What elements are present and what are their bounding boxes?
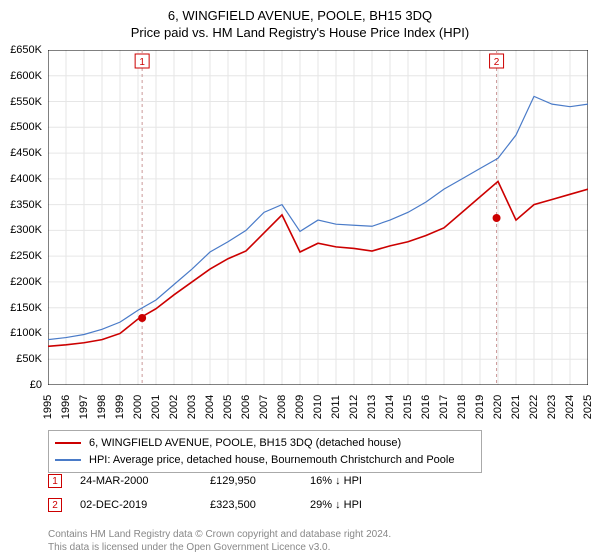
legend-swatch bbox=[55, 442, 81, 444]
x-tick-label: 2009 bbox=[294, 395, 306, 419]
x-tick-label: 1999 bbox=[114, 395, 126, 419]
sale-diff: 16% ↓ HPI bbox=[310, 475, 362, 487]
x-tick-label: 2005 bbox=[222, 395, 234, 419]
chart-container: 6, WINGFIELD AVENUE, POOLE, BH15 3DQ Pri… bbox=[0, 0, 600, 560]
x-tick-label: 2014 bbox=[384, 395, 396, 419]
x-tick-label: 2019 bbox=[474, 395, 486, 419]
y-tick-label: £100K bbox=[10, 327, 42, 339]
legend-label: HPI: Average price, detached house, Bour… bbox=[89, 452, 454, 469]
y-tick-label: £200K bbox=[10, 276, 42, 288]
sale-marker-index: 2 bbox=[52, 500, 58, 511]
x-tick-label: 2002 bbox=[168, 395, 180, 419]
legend-item: 6, WINGFIELD AVENUE, POOLE, BH15 3DQ (de… bbox=[55, 435, 475, 452]
footer-line: This data is licensed under the Open Gov… bbox=[48, 541, 391, 554]
x-tick-label: 2000 bbox=[132, 395, 144, 419]
y-tick-label: £300K bbox=[10, 224, 42, 236]
sale-marker-icon: 1 bbox=[48, 474, 62, 488]
legend-label: 6, WINGFIELD AVENUE, POOLE, BH15 3DQ (de… bbox=[89, 435, 401, 452]
sale-date: 24-MAR-2000 bbox=[80, 475, 210, 487]
sale-marker-icon: 2 bbox=[48, 498, 62, 512]
sale-diff: 29% ↓ HPI bbox=[310, 499, 362, 511]
x-tick-label: 2020 bbox=[492, 395, 504, 419]
plot-area: 12 £0£50K£100K£150K£200K£250K£300K£350K£… bbox=[48, 50, 588, 385]
y-tick-label: £650K bbox=[10, 44, 42, 56]
y-tick-label: £500K bbox=[10, 121, 42, 133]
sale-price: £129,950 bbox=[210, 475, 310, 487]
x-tick-label: 2025 bbox=[582, 395, 594, 419]
y-tick-label: £450K bbox=[10, 147, 42, 159]
sale-marker-index: 1 bbox=[52, 476, 58, 487]
sale-row: 2 02-DEC-2019 £323,500 29% ↓ HPI bbox=[48, 498, 362, 512]
y-tick-label: £150K bbox=[10, 302, 42, 314]
footer: Contains HM Land Registry data © Crown c… bbox=[48, 528, 391, 554]
y-tick-label: £600K bbox=[10, 70, 42, 82]
x-tick-label: 2024 bbox=[564, 395, 576, 419]
chart-svg: 12 bbox=[48, 50, 588, 385]
x-tick-label: 1995 bbox=[42, 395, 54, 419]
x-tick-label: 2001 bbox=[150, 395, 162, 419]
y-tick-label: £50K bbox=[16, 353, 42, 365]
x-tick-label: 2004 bbox=[204, 395, 216, 419]
x-tick-label: 1997 bbox=[78, 395, 90, 419]
x-tick-label: 2015 bbox=[402, 395, 414, 419]
svg-text:1: 1 bbox=[139, 57, 145, 68]
x-tick-label: 2016 bbox=[420, 395, 432, 419]
y-tick-label: £0 bbox=[30, 379, 42, 391]
y-tick-label: £550K bbox=[10, 96, 42, 108]
y-tick-label: £350K bbox=[10, 199, 42, 211]
y-tick-label: £400K bbox=[10, 173, 42, 185]
sale-price: £323,500 bbox=[210, 499, 310, 511]
x-tick-label: 2012 bbox=[348, 395, 360, 419]
x-tick-label: 2010 bbox=[312, 395, 324, 419]
x-tick-label: 1996 bbox=[60, 395, 72, 419]
x-tick-label: 2023 bbox=[546, 395, 558, 419]
chart-title: 6, WINGFIELD AVENUE, POOLE, BH15 3DQ bbox=[0, 8, 600, 23]
x-tick-label: 2008 bbox=[276, 395, 288, 419]
sale-row: 1 24-MAR-2000 £129,950 16% ↓ HPI bbox=[48, 474, 362, 488]
x-tick-label: 2011 bbox=[330, 395, 342, 419]
x-tick-label: 2017 bbox=[438, 395, 450, 419]
x-tick-label: 2003 bbox=[186, 395, 198, 419]
x-tick-label: 2018 bbox=[456, 395, 468, 419]
legend: 6, WINGFIELD AVENUE, POOLE, BH15 3DQ (de… bbox=[48, 430, 482, 473]
legend-swatch bbox=[55, 459, 81, 461]
x-tick-label: 2007 bbox=[258, 395, 270, 419]
titles: 6, WINGFIELD AVENUE, POOLE, BH15 3DQ Pri… bbox=[0, 0, 600, 40]
x-tick-label: 2022 bbox=[528, 395, 540, 419]
x-tick-label: 2021 bbox=[510, 395, 522, 419]
footer-line: Contains HM Land Registry data © Crown c… bbox=[48, 528, 391, 541]
x-tick-label: 2006 bbox=[240, 395, 252, 419]
x-tick-label: 1998 bbox=[96, 395, 108, 419]
svg-text:2: 2 bbox=[494, 57, 500, 68]
chart-subtitle: Price paid vs. HM Land Registry's House … bbox=[0, 25, 600, 40]
x-tick-label: 2013 bbox=[366, 395, 378, 419]
y-tick-label: £250K bbox=[10, 250, 42, 262]
sale-date: 02-DEC-2019 bbox=[80, 499, 210, 511]
legend-item: HPI: Average price, detached house, Bour… bbox=[55, 452, 475, 469]
